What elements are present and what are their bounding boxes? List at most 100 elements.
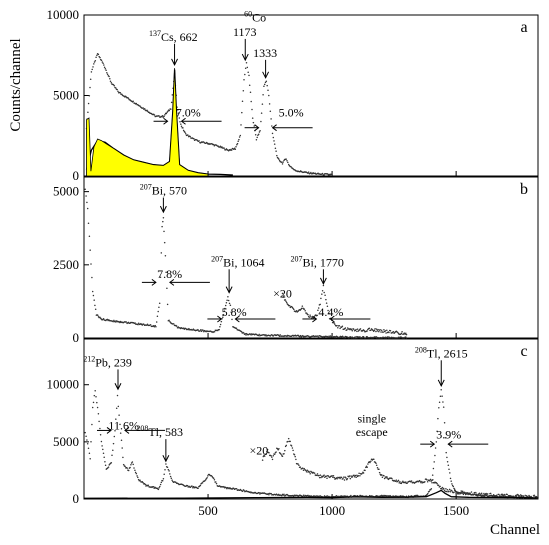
- spectrum-point: [502, 495, 505, 497]
- spectrum-point: [303, 467, 305, 470]
- yellow-filled-spectrum: [86, 68, 209, 177]
- spectrum-point: [368, 327, 371, 329]
- spectrum-point: [245, 334, 247, 336]
- spectrum-point: [111, 454, 113, 457]
- spectrum-point: [285, 158, 287, 160]
- y-tick-label: 2500: [53, 257, 79, 272]
- series-dotted-spectrum: [85, 52, 333, 176]
- spectrum-point: [445, 451, 447, 454]
- y-tick-label: 5000: [53, 434, 79, 449]
- spectrum-point: [305, 469, 307, 472]
- spectrum-point: [323, 174, 325, 176]
- spectrum-point: [267, 492, 269, 495]
- spectrum-point: [85, 195, 87, 197]
- series-x20-spectrum: [261, 437, 539, 499]
- series-yellow-fill: [86, 68, 209, 177]
- spectrum-point: [157, 310, 159, 313]
- annotation-label: 208Tl, 583: [136, 424, 183, 439]
- spectrum-point: [397, 479, 400, 482]
- spectrum-point: [235, 327, 238, 330]
- spectrum-point: [179, 120, 181, 123]
- spectrum-point: [498, 495, 501, 497]
- spectrum-point: [103, 64, 105, 66]
- arrow-head: [437, 379, 445, 387]
- spectrum-point: [171, 94, 174, 96]
- spectrum-point: [171, 479, 173, 481]
- spectrum-point: [281, 455, 284, 457]
- spectrum-point: [456, 493, 459, 495]
- spectrum-point: [93, 299, 95, 301]
- spectrum-point: [469, 493, 472, 496]
- spectrum-point: [350, 328, 353, 331]
- spectrum-point: [153, 326, 156, 328]
- spectrum-point: [421, 480, 423, 483]
- spectrum-point: [210, 474, 213, 477]
- spectrum-point: [333, 476, 336, 479]
- spectrum-point: [370, 329, 372, 332]
- spectrum-point: [169, 320, 171, 323]
- spectrum-point: [116, 88, 118, 91]
- annotation: 137Cs, 662: [149, 29, 198, 67]
- spectrum-point: [155, 321, 158, 323]
- spectrum-point: [260, 120, 262, 123]
- spectrum-point: [160, 252, 163, 254]
- spectrum-point: [158, 302, 161, 305]
- spectrum-point: [365, 466, 367, 469]
- spectrum-point: [100, 59, 103, 62]
- spectrum-point: [261, 459, 264, 461]
- spectrum-point: [283, 493, 285, 496]
- spectrum-point: [255, 138, 258, 141]
- spectrum-point: [310, 171, 312, 174]
- annotation-label: 207Bi, 570: [140, 183, 187, 198]
- spectrum-point: [325, 298, 327, 301]
- spectrum-point: [87, 102, 90, 105]
- spectrum-point: [429, 480, 431, 482]
- panel-letter: a: [520, 19, 527, 36]
- spectrum-point: [290, 166, 292, 168]
- spectrum-point: [383, 328, 385, 331]
- spectrum-point: [275, 451, 277, 453]
- spectrum-point: [338, 476, 341, 479]
- spectrum-point: [154, 324, 156, 327]
- spectrum-point: [272, 136, 275, 139]
- spectrum-point: [245, 62, 248, 64]
- spectrum-point: [88, 235, 91, 237]
- arrow-head: [241, 53, 249, 62]
- spectrum-point: [327, 336, 330, 339]
- spectrum-point: [317, 335, 319, 337]
- spectrum-point: [137, 323, 139, 326]
- spectrum-point: [102, 452, 105, 454]
- spectrum-point: [267, 89, 269, 92]
- spectrum-point: [104, 464, 107, 466]
- spectrum-point: [259, 493, 261, 495]
- spectrum-point: [125, 321, 128, 323]
- spectrum-point: [293, 454, 296, 456]
- spectrum-point: [213, 478, 216, 481]
- spectrum-point: [533, 494, 535, 497]
- spectrum-point: [158, 306, 160, 308]
- spectrum-point: [224, 307, 226, 310]
- spectrum-point: [492, 493, 495, 496]
- spectrum-point: [263, 455, 266, 457]
- spectrum-point: [405, 337, 408, 339]
- spectrum-point: [295, 311, 297, 313]
- spectrum-point: [115, 418, 117, 420]
- spectrum-point: [127, 469, 130, 472]
- spectrum-point: [287, 161, 289, 164]
- spectrum-point: [297, 463, 299, 465]
- spectrum-point: [430, 487, 433, 490]
- spectrum-point: [94, 304, 96, 307]
- spectrum-point: [403, 332, 406, 334]
- spectrum-point: [289, 440, 291, 443]
- arrow-head: [159, 205, 167, 214]
- spectrum-point: [303, 308, 306, 310]
- spectrum-point: [272, 454, 275, 457]
- spectrum-point: [121, 447, 123, 449]
- spectrum-point: [435, 441, 438, 443]
- spectrum-point: [498, 493, 500, 496]
- annotation-label: 207Bi, 1770: [291, 254, 344, 269]
- spectrum-point: [133, 467, 135, 469]
- spectrum-point: [345, 477, 347, 479]
- annotation: 4.4%: [302, 305, 371, 323]
- spectrum-point: [97, 314, 99, 317]
